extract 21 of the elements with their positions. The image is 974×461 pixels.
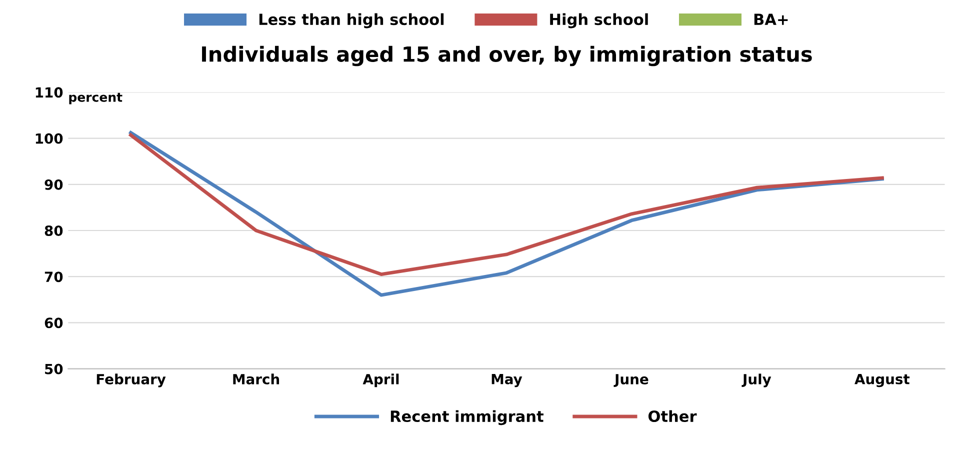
- legend-label: Other: [648, 410, 697, 422]
- x-tick-label: February: [96, 374, 166, 388]
- y-tick-label: 60: [44, 318, 63, 328]
- y-tick-label: 70: [44, 272, 63, 282]
- x-tick-label: July: [742, 374, 772, 388]
- legend-label: High school: [550, 13, 648, 28]
- x-tick-label: August: [854, 374, 910, 388]
- chart-title: Individuals aged 15 and over, by immigration status: [202, 46, 812, 66]
- legend-label: Less than high school: [259, 13, 444, 28]
- y-tick-label: 90: [44, 179, 63, 190]
- y-tick-label: 80: [44, 225, 63, 236]
- x-tick-label: June: [614, 374, 648, 387]
- x-tick-label: March: [233, 374, 280, 384]
- x-tick-label: May: [492, 374, 522, 388]
- y-tick-label: 100: [36, 133, 63, 144]
- legend-label: Recent immigrant: [390, 410, 544, 426]
- y-tick-label: 110: [36, 87, 63, 98]
- y-tick-label: 50: [45, 364, 63, 374]
- x-tick-label: April: [362, 374, 399, 388]
- y-axis-title: percent: [69, 92, 122, 104]
- legend-label: BA+: [754, 14, 788, 25]
